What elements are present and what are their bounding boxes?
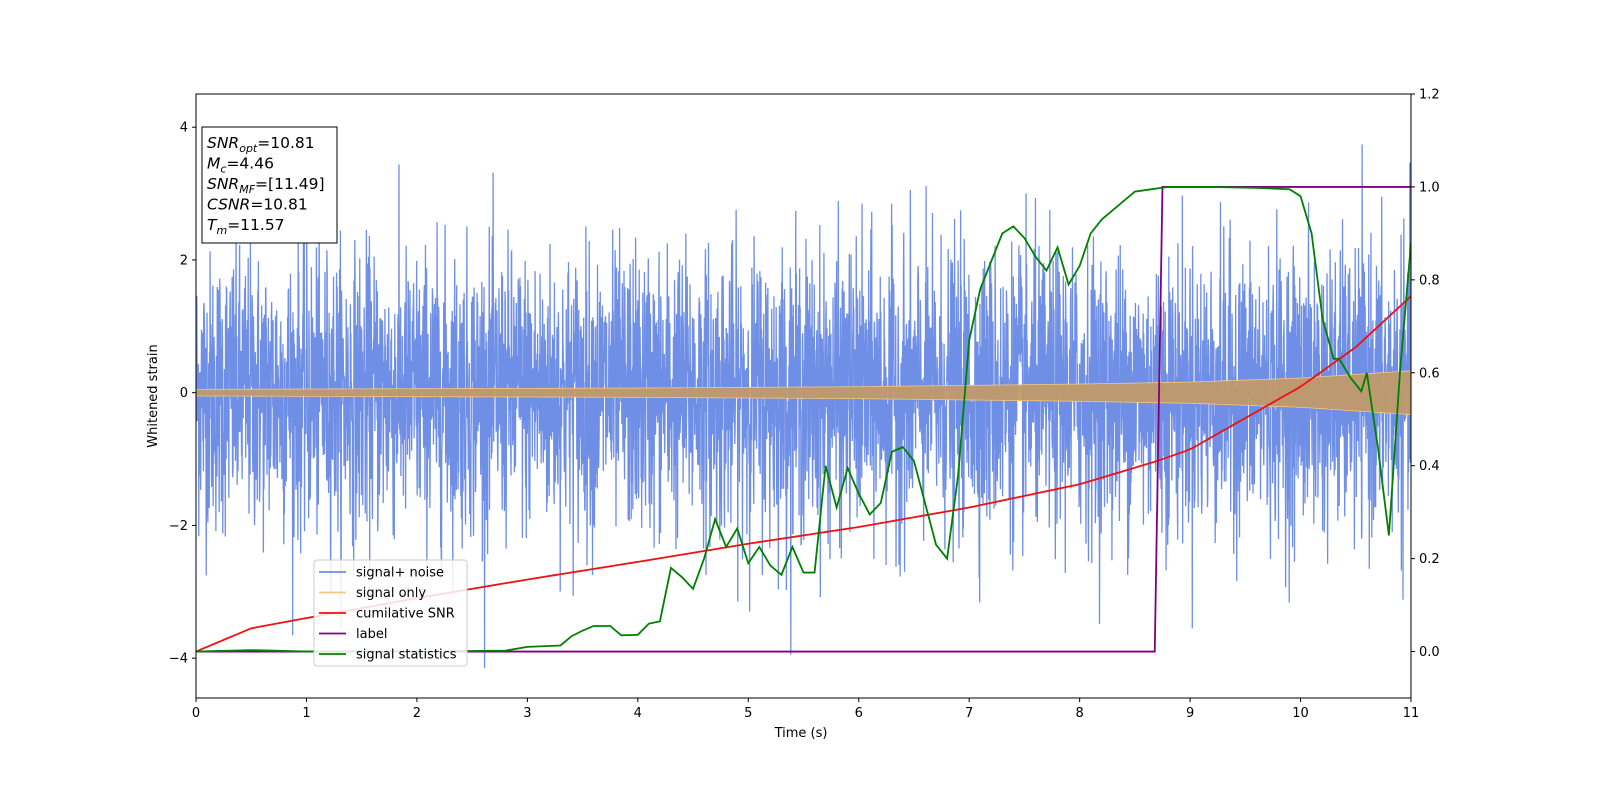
x-axis: 0 1 2 3 4 5 6 7 8 9 10 11 <box>192 698 1419 721</box>
x-tick-label: 7 <box>965 706 973 721</box>
y2-tick-label: 0.8 <box>1419 273 1440 288</box>
label-line <box>196 186 1411 653</box>
y-tick-label: 4 <box>180 121 188 136</box>
x-tick-label: 3 <box>523 706 531 721</box>
y2-tick-label: 1.0 <box>1419 180 1440 195</box>
info-box-line: SNRopt=10.81 <box>207 134 315 155</box>
legend-entry: signal+ noise <box>356 566 444 581</box>
info-box-line: SNRMF=[11.49] <box>207 175 325 196</box>
y2-tick-label: 0.0 <box>1419 645 1440 660</box>
x-tick-label: 2 <box>413 706 421 721</box>
info-box: SNRopt=10.81Mc=4.46SNRMF=[11.49]CSNR=10.… <box>201 126 338 244</box>
legend-entry: label <box>356 627 387 642</box>
y-tick-label: −4 <box>169 652 188 667</box>
signal-only-band <box>196 370 1411 415</box>
signal-statistics-line <box>196 186 1411 653</box>
y-axis-label: Whitened strain <box>146 344 161 447</box>
info-box-line: Mc=4.46 <box>207 155 274 176</box>
y-tick-label: 2 <box>180 253 188 268</box>
y2-tick-label: 1.2 <box>1419 88 1440 103</box>
info-box-line: CSNR=10.81 <box>207 196 308 214</box>
x-axis-label: Time (s) <box>774 726 828 741</box>
x-tick-label: 5 <box>744 706 752 721</box>
y-axis-left: −4 −2 0 2 4 <box>169 121 196 667</box>
plot-frame <box>195 93 1412 699</box>
legend-entry: signal only <box>356 586 426 601</box>
y-tick-label: 0 <box>180 386 188 401</box>
y2-tick-label: 0.6 <box>1419 366 1440 381</box>
info-box-line: Tm=11.57 <box>207 216 285 237</box>
y2-tick-label: 0.4 <box>1419 459 1440 474</box>
x-tick-label: 0 <box>192 706 200 721</box>
info-box-frame <box>201 126 338 244</box>
legend-frame <box>313 559 468 667</box>
x-tick-label: 8 <box>1075 706 1083 721</box>
x-tick-label: 4 <box>634 706 642 721</box>
x-tick-label: 6 <box>855 706 863 721</box>
y-axis-right: 0.0 0.2 0.4 0.6 0.8 1.0 1.2 <box>1411 88 1440 660</box>
y2-tick-label: 0.2 <box>1419 552 1440 567</box>
signal-only-series <box>196 370 1411 415</box>
legend: signal+ noise signal only cumilative SNR la… <box>313 559 468 667</box>
legend-entry: cumilative SNR <box>356 607 455 622</box>
x-tick-label: 1 <box>302 706 310 721</box>
x-tick-label: 11 <box>1403 706 1420 721</box>
y-tick-label: −2 <box>169 519 188 534</box>
x-tick-label: 9 <box>1186 706 1194 721</box>
legend-entry: signal statistics <box>356 648 457 663</box>
x-tick-label: 10 <box>1292 706 1309 721</box>
